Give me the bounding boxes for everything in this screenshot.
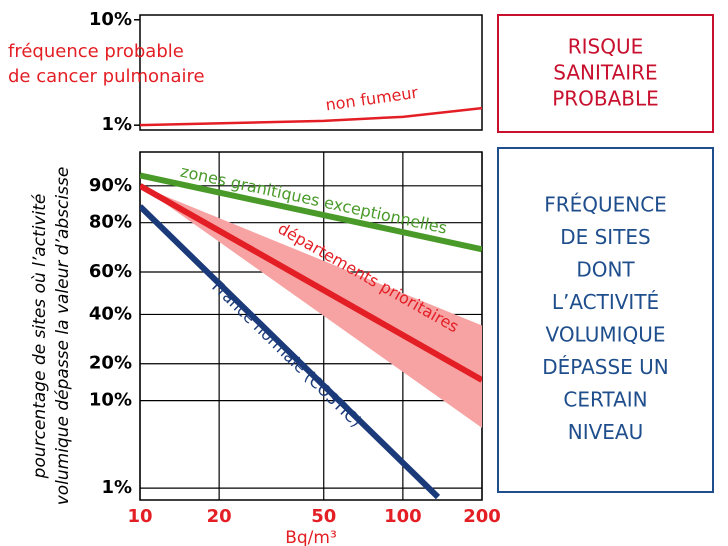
data-line — [140, 172, 482, 253]
side-panel-text: VOLUMIQUE — [545, 323, 665, 347]
side-panel-text: DÉPASSE UN — [542, 355, 668, 379]
chart-panel: 10% 1% fréquence probable de cancer pulmona… — [8, 9, 483, 135]
series-layer — [140, 106, 482, 127]
confidence-band — [140, 185, 482, 428]
y-tick-label: 1% — [101, 477, 132, 498]
y-axis-label: volumique dépasse la valeur d’abscisse — [53, 167, 73, 506]
y-tick-label: 20% — [89, 353, 132, 374]
y-tick-label: 10% — [89, 9, 132, 30]
data-line — [140, 106, 482, 127]
annotation: fréquence probable — [8, 41, 184, 62]
side-panel-box — [497, 14, 714, 133]
y-tick-label: 1% — [101, 114, 132, 135]
side-panel-text: SANITAIRE — [553, 61, 657, 85]
side-panel-text: NIVEAU — [568, 420, 644, 444]
x-tick-label: 20 — [207, 506, 232, 527]
side-panel-text: DE SITES — [560, 225, 651, 249]
plot-area — [139, 14, 483, 131]
x-axis-label: Bq/m³ — [285, 528, 337, 546]
x-tick-label: 100 — [384, 506, 422, 527]
side-panel-text: L’ACTIVITÉ — [552, 290, 659, 314]
series-layer — [140, 172, 482, 500]
data-line — [140, 204, 441, 500]
side-panel-text: FRÉQUENCE — [544, 193, 667, 217]
y-tick-label: 60% — [89, 261, 132, 282]
y-axis-label: pourcentage de sites où l’activité — [30, 194, 50, 480]
chart-panel: 90% 80% 60% 40% 20% 10% 1% 10 20 50 100 200 Bq/m³ pou… — [30, 151, 501, 546]
y-tick-label: 10% — [89, 390, 132, 411]
x-tick-label: 10 — [127, 506, 152, 527]
y-tick-label: 40% — [89, 303, 132, 324]
data-line — [140, 183, 482, 383]
side-panel-text: PROBABLE — [552, 87, 659, 111]
y-tick-label: 90% — [89, 175, 132, 196]
y-tick-label: 80% — [89, 212, 132, 233]
x-tick-label: 50 — [311, 506, 336, 527]
x-tick-label: 200 — [463, 506, 501, 527]
side-panel-text: CERTAIN — [563, 388, 647, 412]
side-panel-text: DONT — [576, 258, 635, 282]
side-panel-box — [497, 147, 714, 493]
annotation: de cancer pulmonaire — [8, 66, 205, 87]
side-panel-text: RISQUE — [568, 35, 644, 59]
